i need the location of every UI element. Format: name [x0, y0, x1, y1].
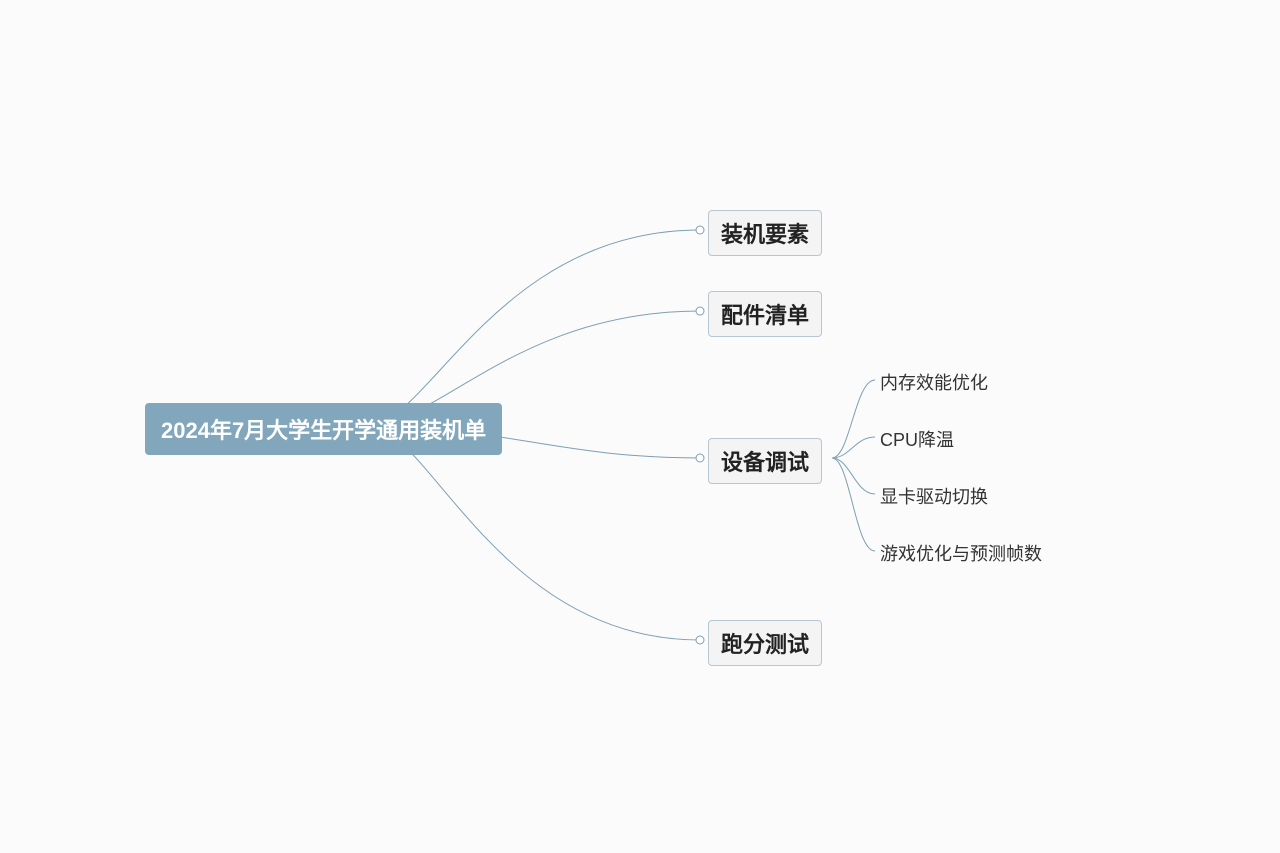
branch-node-b0[interactable]: 装机要素 [708, 210, 822, 256]
root-label: 2024年7月大学生开学通用装机单 [161, 418, 486, 443]
edges-branch-edge-2 [832, 458, 875, 494]
connector-dot-icon [696, 454, 704, 462]
branch-node-b3[interactable]: 跑分测试 [708, 620, 822, 666]
edges-branch-edge-3 [832, 458, 875, 551]
branch-label: 跑分测试 [721, 632, 809, 657]
branch-label: 装机要素 [721, 222, 809, 247]
leaf-node-1[interactable]: CPU降温 [880, 426, 954, 452]
connector-dot-icon [696, 226, 704, 234]
branch-node-b2[interactable]: 设备调试 [708, 438, 822, 484]
leaf-node-2[interactable]: 显卡驱动切换 [880, 483, 988, 509]
leaf-label: CPU降温 [880, 430, 954, 450]
leaf-label: 内存效能优化 [880, 373, 988, 393]
leaf-label: 显卡驱动切换 [880, 487, 988, 507]
mindmap-canvas: 2024年7月大学生开学通用装机单 装机要素配件清单设备调试跑分测试 内存效能优… [0, 0, 1280, 853]
leaf-node-0[interactable]: 内存效能优化 [880, 369, 988, 395]
connector-dot-icon [696, 307, 704, 315]
branch-label: 设备调试 [721, 450, 809, 475]
edges-root-edge-3 [370, 426, 700, 640]
edges-root-edge-0 [370, 230, 700, 426]
branch-label: 配件清单 [721, 303, 809, 328]
leaf-label: 游戏优化与预测帧数 [880, 544, 1042, 564]
leaf-node-3[interactable]: 游戏优化与预测帧数 [880, 540, 1042, 566]
root-node[interactable]: 2024年7月大学生开学通用装机单 [145, 403, 502, 455]
branch-node-b1[interactable]: 配件清单 [708, 291, 822, 337]
connector-dot-icon [696, 636, 704, 644]
